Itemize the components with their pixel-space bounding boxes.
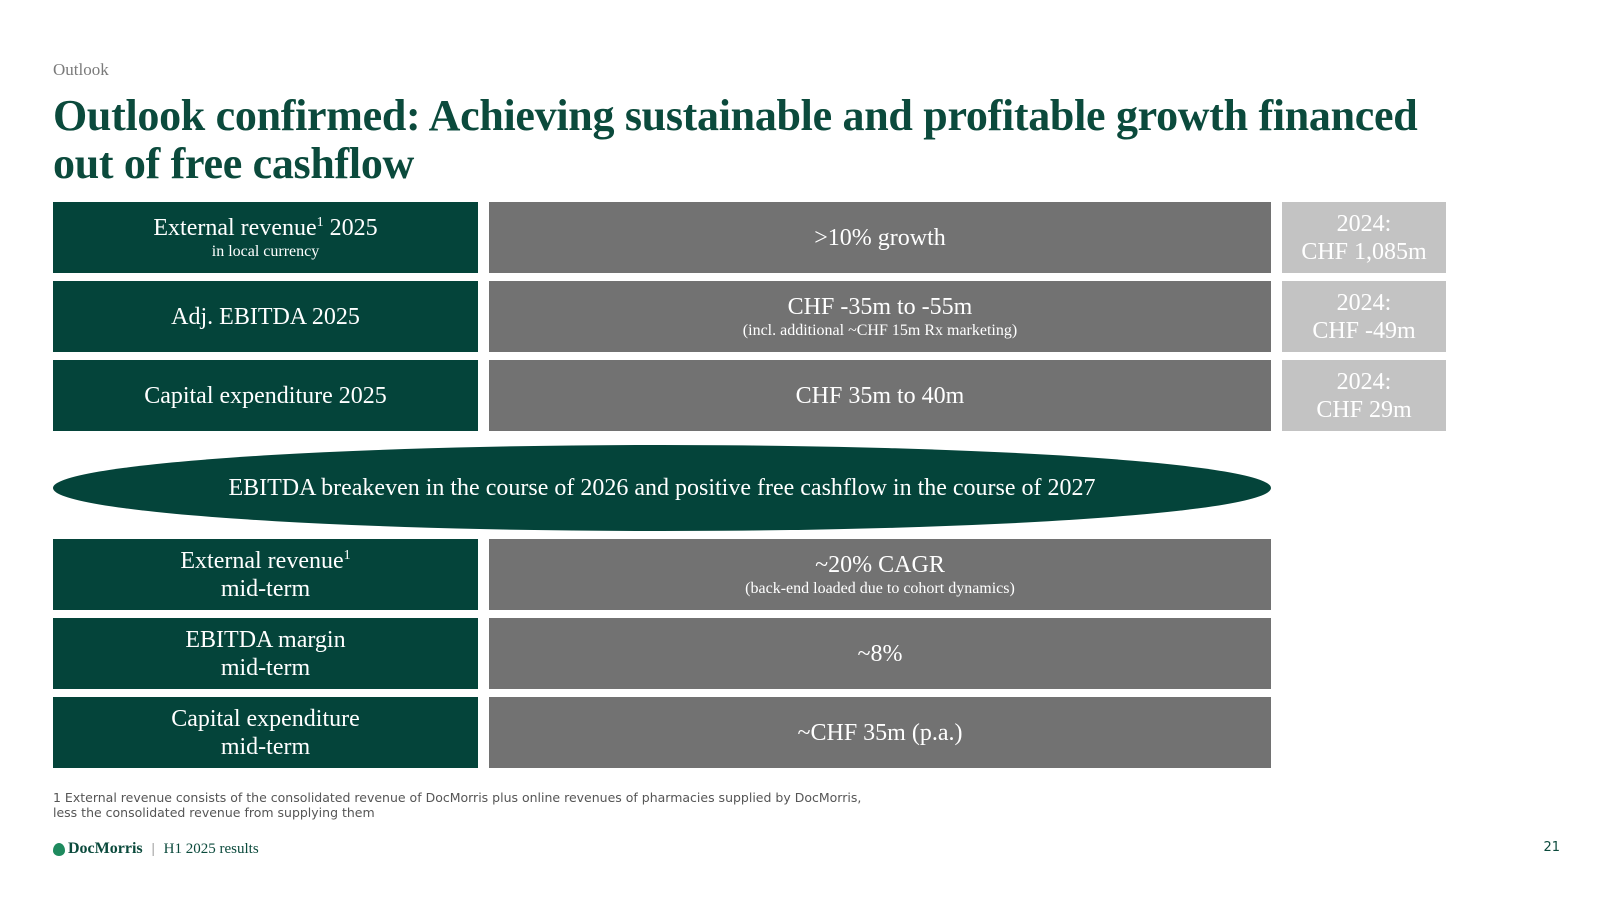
value-subtext: (incl. additional ~CHF 15m Rx marketing) — [742, 322, 1018, 339]
prior-external-revenue-2024: 2024: CHF 1,085m — [1282, 202, 1446, 273]
label-text: Capital expenditure 2025 — [144, 382, 387, 409]
section-label: Outlook — [53, 60, 109, 79]
value-text: ~20% CAGR — [815, 552, 945, 578]
label-line2: mid-term — [220, 575, 311, 602]
label-external-revenue-midterm: External revenue1 mid-term — [53, 539, 478, 610]
footnote-line1: 1 External revenue consists of the conso… — [53, 790, 862, 805]
prior-value: CHF -49m — [1312, 317, 1416, 344]
footnote-marker: 1 — [316, 215, 324, 230]
banner-text: EBITDA breakeven in the course of 2026 a… — [228, 474, 1096, 501]
prior-capex-2024: 2024: CHF 29m — [1282, 360, 1446, 431]
label-ebitda-margin-midterm: EBITDA margin mid-term — [53, 618, 478, 689]
value-adj-ebitda-2025: CHF -35m to -55m (incl. additional ~CHF … — [489, 281, 1271, 352]
footer-separator: | — [151, 840, 155, 857]
label-adj-ebitda-2025: Adj. EBITDA 2025 — [53, 281, 478, 352]
footer-text: H1 2025 results — [163, 840, 259, 857]
prior-label: 2024: — [1336, 210, 1392, 237]
label-text: Capital expenditure — [171, 705, 360, 732]
value-text: CHF 35m to 40m — [795, 382, 965, 409]
breakeven-banner: EBITDA breakeven in the course of 2026 a… — [53, 445, 1271, 531]
label-text: EBITDA margin — [185, 626, 346, 653]
value-subtext: (back-end loaded due to cohort dynamics) — [745, 580, 1015, 597]
value-external-revenue-midterm: ~20% CAGR (back-end loaded due to cohort… — [489, 539, 1271, 610]
label-text: External revenue — [180, 547, 344, 574]
value-text: ~8% — [857, 640, 903, 667]
value-text: ~CHF 35m (p.a.) — [797, 719, 963, 746]
label-capex-midterm: Capital expenditure mid-term — [53, 697, 478, 768]
footer: DocMorris | H1 2025 results — [53, 840, 259, 858]
value-capex-midterm: ~CHF 35m (p.a.) — [489, 697, 1271, 768]
prior-value: CHF 1,085m — [1301, 238, 1427, 265]
label-capex-2025: Capital expenditure 2025 — [53, 360, 478, 431]
prior-adj-ebitda-2024: 2024: CHF -49m — [1282, 281, 1446, 352]
prior-label: 2024: — [1336, 289, 1392, 316]
prior-value: CHF 29m — [1316, 396, 1412, 423]
value-text: >10% growth — [814, 224, 946, 251]
value-text: CHF -35m to -55m — [787, 294, 973, 320]
label-external-revenue-2025: External revenue1 2025 in local currency — [53, 202, 478, 273]
prior-label: 2024: — [1336, 368, 1392, 395]
label-line2: mid-term — [220, 654, 311, 681]
page-title: Outlook confirmed: Achieving sustainable… — [53, 91, 1418, 188]
label-text: External revenue — [153, 215, 317, 241]
value-ebitda-margin-midterm: ~8% — [489, 618, 1271, 689]
value-capex-2025: CHF 35m to 40m — [489, 360, 1271, 431]
logo: DocMorris — [68, 840, 143, 857]
leaf-icon — [53, 842, 65, 856]
label-suffix: 2025 — [323, 215, 378, 241]
footnote-line2: less the consolidated revenue from suppl… — [53, 805, 375, 820]
label-text: Adj. EBITDA 2025 — [171, 303, 360, 330]
footnote-marker: 1 — [343, 547, 351, 563]
value-external-revenue-2025: >10% growth — [489, 202, 1271, 273]
label-subtext: in local currency — [211, 243, 320, 260]
footnote: 1 External revenue consists of the conso… — [53, 790, 953, 820]
page-number: 21 — [1543, 840, 1560, 855]
label-line2: mid-term — [220, 733, 311, 760]
